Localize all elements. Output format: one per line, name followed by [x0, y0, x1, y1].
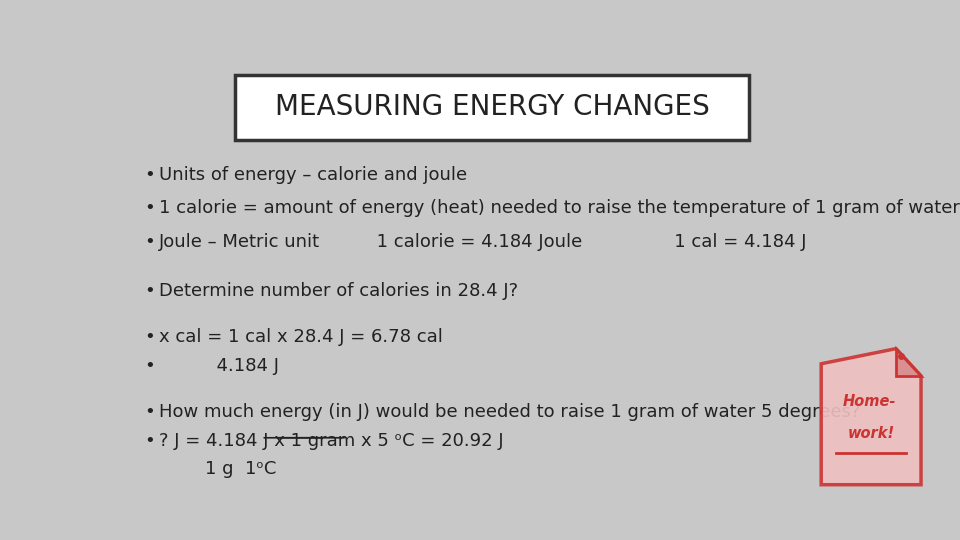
- Text: 4.184 J: 4.184 J: [158, 357, 278, 375]
- Polygon shape: [821, 349, 921, 485]
- Text: •: •: [144, 432, 155, 450]
- Text: 1 g  1ᵒC: 1 g 1ᵒC: [158, 461, 276, 478]
- Polygon shape: [896, 349, 921, 376]
- Text: •: •: [144, 199, 155, 217]
- Text: •: •: [144, 328, 155, 346]
- Text: •: •: [144, 233, 155, 251]
- Text: work!: work!: [848, 426, 895, 441]
- Text: How much energy (in J) would be needed to raise 1 gram of water 5 degrees?: How much energy (in J) would be needed t…: [158, 403, 860, 421]
- Text: Units of energy – calorie and joule: Units of energy – calorie and joule: [158, 166, 467, 184]
- FancyBboxPatch shape: [235, 75, 749, 140]
- Text: 1 calorie = amount of energy (heat) needed to raise the temperature of 1 gram of: 1 calorie = amount of energy (heat) need…: [158, 199, 960, 217]
- Text: •: •: [144, 403, 155, 421]
- Text: ? J = 4.184 J x 1 gram x 5 ᵒC = 20.92 J: ? J = 4.184 J x 1 gram x 5 ᵒC = 20.92 J: [158, 432, 503, 450]
- Text: •: •: [144, 357, 155, 375]
- Text: •: •: [144, 166, 155, 184]
- Text: Determine number of calories in 28.4 J?: Determine number of calories in 28.4 J?: [158, 282, 517, 300]
- Text: Home-: Home-: [843, 394, 897, 409]
- Text: MEASURING ENERGY CHANGES: MEASURING ENERGY CHANGES: [275, 93, 709, 121]
- Text: Joule – Metric unit          1 calorie = 4.184 Joule                1 cal = 4.18: Joule – Metric unit 1 calorie = 4.184 Jo…: [158, 233, 807, 251]
- Text: •: •: [144, 282, 155, 300]
- Text: x cal = 1 cal x 28.4 J = 6.78 cal: x cal = 1 cal x 28.4 J = 6.78 cal: [158, 328, 443, 346]
